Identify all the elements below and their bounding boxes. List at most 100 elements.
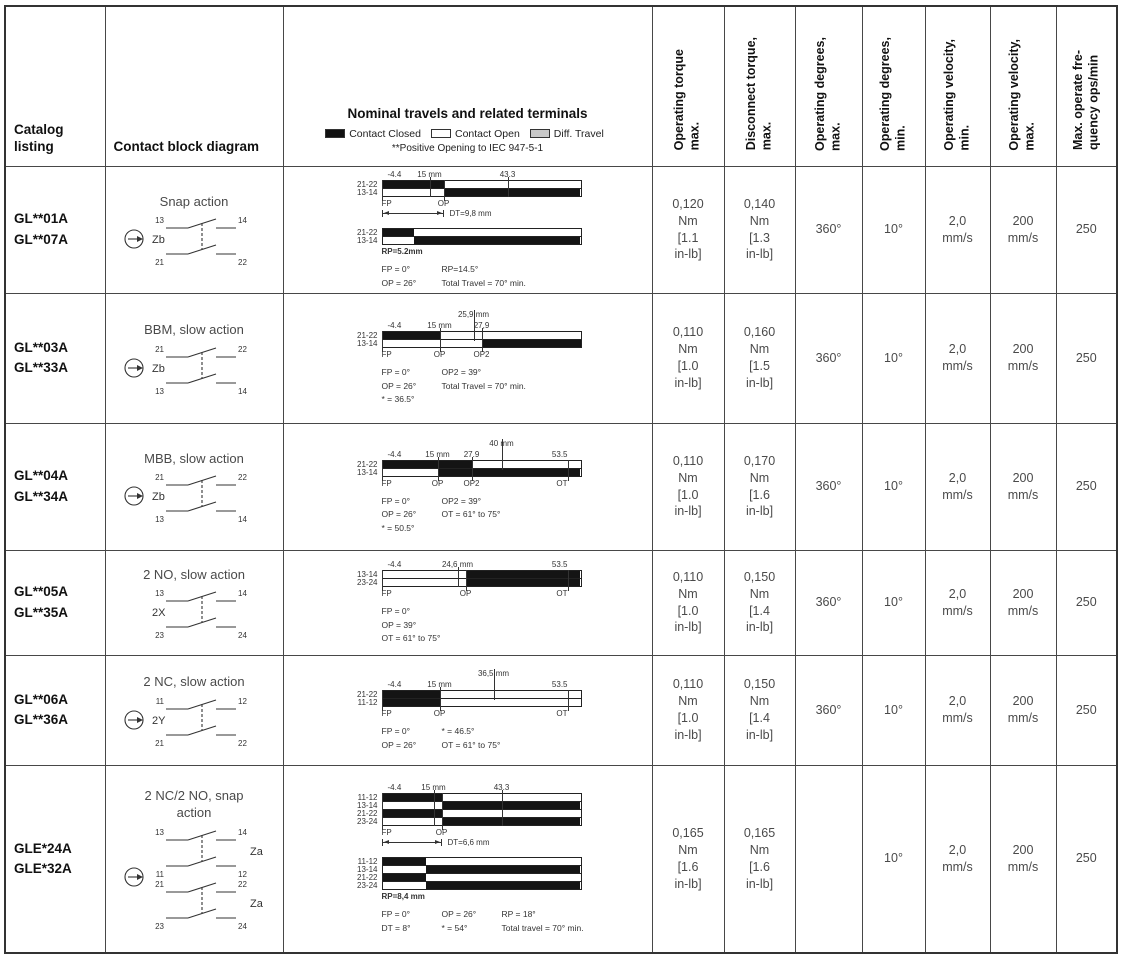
- marker-tick: [381, 570, 383, 592]
- travel-marker-label: OP2: [473, 350, 490, 360]
- travel-legend: Contact Closed Contact Open Diff. Travel: [284, 128, 652, 140]
- travel-marker-label: OT: [556, 478, 568, 488]
- terminal-label: 13-14: [357, 865, 378, 875]
- travel-marker-label: FP: [381, 589, 392, 599]
- travel-scale-label: 53.5: [551, 560, 568, 570]
- contact-block-diagram: 21 22 13 14 Zb: [106, 470, 283, 524]
- travel-scale-row: -4.4 15 mm 53.5: [382, 679, 582, 690]
- operating-velocity-max-value: 200 mm/s: [989, 292, 1057, 424]
- operating-torque-value: 0,110 Nm [1.0 in-lb]: [651, 422, 725, 551]
- travel-scale-row: -4.4 24,6 mm 53.5: [382, 559, 582, 570]
- travel-note: Total travel = 70° min.: [501, 922, 584, 933]
- travel-marker-label: OP: [431, 478, 444, 488]
- marker-tick: [437, 459, 439, 481]
- max-operate-frequency-value: 250: [1055, 549, 1118, 656]
- travel-note-line: FP = 0° * = 46.5°: [382, 725, 652, 739]
- marker-tick: [471, 459, 473, 481]
- travel-bar-area: [381, 857, 582, 891]
- header-operating-torque-max: Operating torque max.: [651, 5, 725, 167]
- spec-table: Catalog listing Contact block diagram No…: [4, 5, 1118, 954]
- table-row: GL**04A GL**34A MBB, slow action 21 22 13 1…: [4, 422, 1118, 551]
- travel-note: * = 46.5°: [441, 725, 475, 736]
- scale-tick: [433, 790, 435, 827]
- travel-bars: 21-22 13-14: [346, 310, 652, 353]
- travel-scale-label: -4.4: [387, 783, 402, 793]
- travel-segment-closed: [465, 571, 581, 579]
- travel-note: FP = 0°: [381, 367, 411, 378]
- travel-dim-row: DT=6,6 mm: [381, 837, 582, 850]
- travel-terminal-labels: 21-22 13-14: [346, 228, 382, 245]
- travel-marker-label: FP: [381, 350, 392, 360]
- dim-arrow-right: [436, 210, 442, 215]
- travel-bar-area: [381, 790, 582, 831]
- max-operate-frequency-value: 250: [1055, 764, 1118, 954]
- max-operate-frequency-value: 250: [1055, 292, 1118, 424]
- disconnect-torque-value: 0,150 Nm [1.4 in-lb]: [723, 654, 796, 766]
- dim-line: [382, 842, 441, 844]
- max-operate-frequency-value: 250: [1055, 654, 1118, 766]
- contact-block-diagram: 21 22 13 14 Zb: [106, 342, 283, 396]
- svg-text:22: 22: [238, 880, 247, 889]
- svg-text:22: 22: [238, 345, 247, 354]
- travel-segment-open: [382, 468, 438, 476]
- catalog-listing: GL**01A GL**07A: [4, 165, 106, 294]
- marker-tick: [381, 331, 383, 353]
- svg-text:Zb: Zb: [152, 234, 165, 246]
- travel-segment-closed: [382, 460, 472, 468]
- terminal-label: 21-22: [357, 689, 378, 699]
- travel-group: -4.4 15 mm 43.3 11-12 13-14 21-22 23-24 FP OP DT=…: [346, 782, 652, 850]
- operating-velocity-max-value: 200 mm/s: [989, 654, 1057, 766]
- travel-under-note: RP=5.2mm: [381, 246, 423, 256]
- travel-segment-open: [426, 874, 581, 882]
- travel-note: OP2 = 39°: [441, 367, 482, 378]
- marker-tick: [443, 179, 445, 201]
- operating-degrees-max-value: 360°: [794, 165, 863, 294]
- operating-torque-value: 0,110 Nm [1.0 in-lb]: [651, 292, 725, 424]
- travel-marker-label: OT: [556, 589, 568, 599]
- contact-block-title: Snap action: [159, 193, 229, 209]
- travel-note-line: FP = 0°: [382, 605, 652, 619]
- travel-top-note-row: 36,5 mm: [382, 668, 582, 679]
- terminal-label: 23-24: [357, 817, 378, 827]
- dim-arrow-left: [383, 840, 389, 845]
- operating-degrees-min-value: 10°: [861, 764, 926, 954]
- travel-top-note-row: 40 mm: [382, 438, 582, 449]
- positive-opening-note: **Positive Opening to IEC 947-5-1: [391, 142, 544, 154]
- travel-scale-label: 15 mm: [425, 449, 450, 459]
- terminal-label: 13-14: [357, 235, 378, 245]
- travel-diagram-cell: 25,9 mm -4.4 15 mm 27,9 21-22 13-14 FP OP OP2 FP …: [282, 292, 653, 424]
- disconnect-torque-value: 0,140 Nm [1.3 in-lb]: [723, 165, 796, 294]
- table-row: GLE*24A GLE*32A 2 NC/2 NO, snap action 1…: [4, 764, 1118, 954]
- svg-text:22: 22: [238, 473, 247, 482]
- travel-bars: 11-12 13-14 21-22 23-24: [346, 857, 652, 891]
- catalog-listing: GL**06A GL**36A: [4, 654, 106, 766]
- header-contact-block-diagram: Contact block diagram: [104, 5, 284, 167]
- travel-marker-label: OP: [459, 589, 472, 599]
- svg-text:11: 11: [156, 870, 165, 879]
- travel-note: FP = 0°: [381, 725, 411, 736]
- rotated-header-text: Operating degrees, min.: [877, 36, 908, 151]
- travel-segment-closed: [382, 698, 440, 706]
- rotated-header-text: Operating torque max.: [672, 49, 702, 151]
- travel-note: * = 36.5°: [381, 394, 415, 405]
- operating-degrees-min-value: 10°: [861, 422, 926, 551]
- svg-text:12: 12: [238, 697, 247, 706]
- travel-scale-row: -4.4 15 mm 27,9: [382, 320, 582, 331]
- svg-text:Za: Za: [250, 846, 264, 858]
- travel-scale-label: 27.9: [463, 449, 480, 459]
- travel-diagram: 25,9 mm -4.4 15 mm 27,9 21-22 13-14 FP OP OP2 FP …: [284, 309, 652, 407]
- travel-note-line: OP = 26° Total Travel = 70° min.: [382, 380, 652, 394]
- operating-torque-value: 0,110 Nm [1.0 in-lb]: [651, 654, 725, 766]
- marker-tick: [465, 570, 467, 592]
- catalog-listing: GL**04A GL**34A: [4, 422, 106, 551]
- operating-velocity-min-value: 2,0 mm/s: [924, 165, 991, 294]
- travel-segment-open: [443, 180, 581, 188]
- contact-block-diagram: 13 14 21 22 Zb: [106, 213, 283, 267]
- contact-block-symbol: 13 14 11 12 Za 21 22 23 24 Za: [124, 828, 264, 931]
- travel-segment-open: [382, 802, 442, 810]
- dt-label: DT=6,6 mm: [447, 838, 490, 848]
- contact-block-symbol: 13 14 23 24 2X: [152, 589, 247, 640]
- dt-label: DT=9,8 mm: [449, 208, 492, 218]
- travel-diagram: -4.4 15 mm 43.3 21-22 13-14 FP OP DT=9,8 mm 21-2…: [284, 169, 652, 290]
- svg-text:21: 21: [155, 739, 164, 746]
